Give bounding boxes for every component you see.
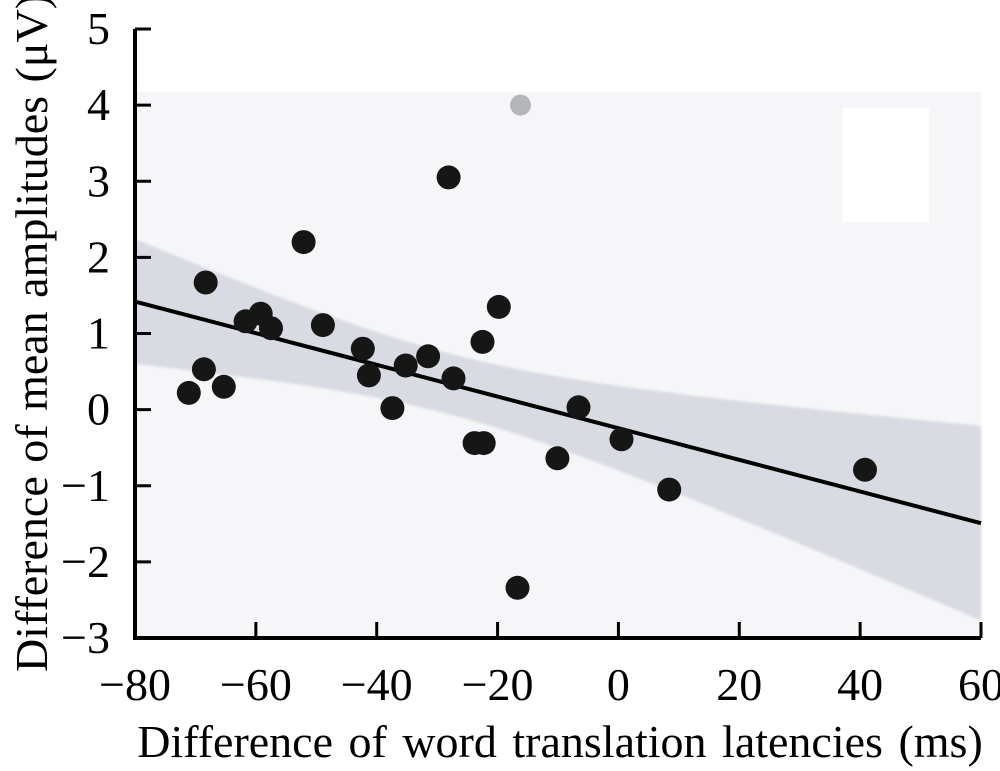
y-tick-label: 2 — [87, 231, 110, 282]
y-tick-label: 4 — [87, 79, 110, 130]
data-point — [471, 431, 496, 456]
x-tick-label: 0 — [607, 659, 630, 710]
x-tick-label: −40 — [341, 659, 413, 710]
y-tick-label: 1 — [87, 308, 110, 359]
x-tick-label: −60 — [220, 659, 292, 710]
data-point — [657, 477, 682, 502]
data-point — [441, 366, 466, 391]
data-point — [259, 316, 283, 341]
y-axis-title: Difference of mean amplitudes (μV) — [6, 0, 57, 672]
y-tick-label: −2 — [61, 536, 110, 587]
outlier-point — [510, 94, 531, 116]
data-point — [193, 270, 218, 295]
data-point — [176, 380, 201, 405]
data-point — [350, 336, 375, 361]
x-axis-title: Difference of word translation latencies… — [137, 716, 983, 767]
x-tick-label: 60 — [958, 659, 1000, 710]
data-point — [545, 446, 570, 471]
data-point — [191, 357, 216, 382]
white-patch — [843, 108, 929, 222]
data-point — [291, 230, 316, 255]
data-point — [486, 294, 511, 319]
x-tick-label: 20 — [716, 659, 762, 710]
data-point — [211, 374, 236, 399]
plot-layers: −80 −60 −40 −20 0 20 40 60 5 4 3 2 1 0 −1 −2 −3 — [61, 3, 1000, 710]
data-point — [356, 363, 381, 388]
data-point — [853, 457, 877, 482]
x-tick-label: 40 — [837, 659, 883, 710]
data-point — [416, 344, 441, 369]
data-point — [470, 329, 495, 354]
y-tick-label: 0 — [87, 384, 110, 435]
data-point — [505, 575, 530, 600]
data-point — [310, 313, 335, 338]
data-point — [380, 396, 405, 421]
data-point — [566, 395, 591, 420]
x-tick-label: −80 — [99, 659, 171, 710]
y-tick-label: −3 — [61, 612, 110, 663]
y-tick-label: −1 — [61, 460, 110, 511]
data-point — [609, 427, 634, 452]
x-tick-label: −20 — [462, 659, 534, 710]
y-tick-label: 3 — [87, 155, 110, 206]
y-tick-label: 5 — [87, 3, 110, 54]
data-point — [393, 353, 418, 378]
data-point — [436, 165, 461, 190]
confidence-band — [135, 239, 981, 621]
